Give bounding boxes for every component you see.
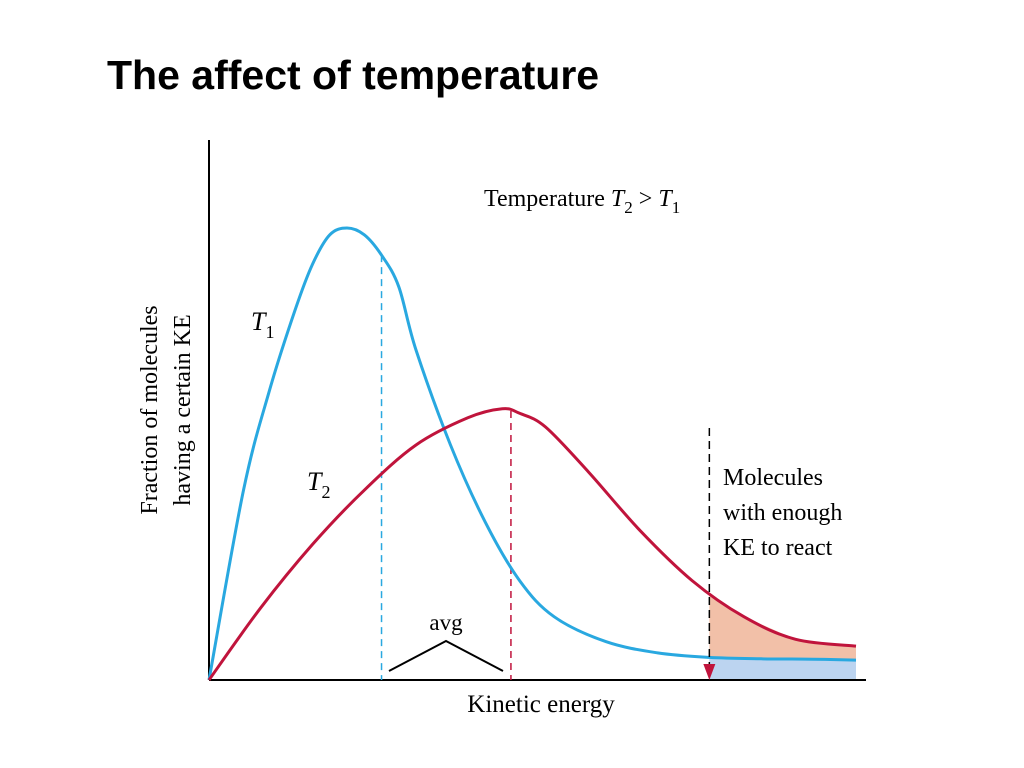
threshold-label-line2: with enough <box>723 500 842 526</box>
series-label-t1: T1 <box>251 307 274 342</box>
x-axis-label: Kinetic energy <box>467 691 615 718</box>
temperature-note-sub-a: 2 <box>624 198 633 217</box>
series-label-t2: T2 <box>307 467 330 502</box>
threshold-label-line1: Molecules <box>723 465 823 491</box>
temperature-note-sub-b: 1 <box>672 198 681 217</box>
avg-label: avg <box>429 610 463 635</box>
series-label-t2-var: T <box>307 467 323 496</box>
y-axis-label-line2: having a certain KE <box>170 314 196 505</box>
shaded-region-t2-excess <box>709 592 856 661</box>
series-label-t1-sub: 1 <box>265 322 274 342</box>
avg-bracket <box>388 639 504 672</box>
slide-title: The affect of temperature <box>107 52 600 98</box>
temperature-note: Temperature T2 > T1 <box>484 186 680 217</box>
area-t2-above-threshold <box>709 592 856 661</box>
series-line-t2 <box>207 407 857 681</box>
threshold-label-line3: KE to react <box>723 535 833 561</box>
series-line-t1 <box>207 226 857 681</box>
temperature-note-prefix: Temperature <box>484 186 611 212</box>
threshold-arrow-icon <box>703 664 716 680</box>
area-t1-above-threshold <box>709 657 856 680</box>
shaded-region-t1 <box>709 657 856 680</box>
y-axis-label: Fraction of molecules having a certain K… <box>137 305 196 514</box>
y-axis-label-line1: Fraction of molecules <box>137 305 163 514</box>
temperature-note-op: > <box>633 186 659 212</box>
series-label-t1-var: T <box>251 307 267 336</box>
temperature-note-var-a: T <box>611 186 626 212</box>
temperature-note-var-b: T <box>658 186 673 212</box>
series-label-t2-sub: 2 <box>321 482 330 502</box>
